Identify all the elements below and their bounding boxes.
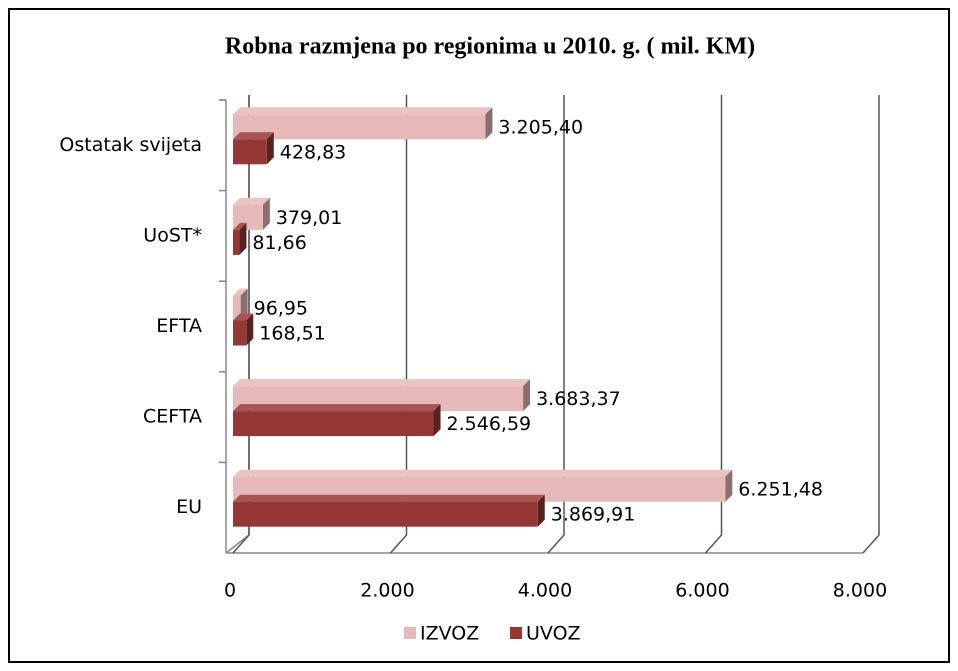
- bar-top: [233, 379, 531, 387]
- bar: [233, 320, 247, 346]
- x-tick-label: 6.000: [675, 580, 729, 602]
- bar: [233, 411, 434, 437]
- bar-top: [233, 494, 545, 502]
- grid-line: [232, 95, 250, 554]
- bar-top: [233, 469, 733, 477]
- bar: [233, 295, 241, 321]
- bar: [233, 229, 240, 255]
- bar-side: [239, 222, 247, 255]
- y-tick-label: EU: [176, 496, 202, 518]
- x-tick-label: 2.000: [360, 580, 414, 602]
- bar-top: [233, 222, 247, 230]
- x-tick-label: 0: [224, 580, 236, 602]
- bar-top: [233, 313, 254, 321]
- bar-side: [266, 132, 274, 165]
- bar-side: [433, 404, 441, 437]
- y-tick-label: EFTA: [156, 315, 202, 337]
- bar-top: [233, 404, 441, 412]
- grid-line: [389, 95, 408, 554]
- x-tick-label: 4.000: [518, 580, 572, 602]
- y-tick-label: UoST*: [143, 224, 202, 246]
- y-tick-label: CEFTA: [143, 406, 202, 428]
- data-label: 379,01: [276, 207, 342, 229]
- data-label: 96,95: [254, 298, 308, 320]
- data-label: 3.683,37: [536, 388, 621, 410]
- bar-side: [240, 288, 248, 321]
- legend-label: UVOZ: [526, 623, 581, 645]
- bar-top: [233, 107, 493, 115]
- bar-top: [233, 288, 248, 296]
- bar-side: [725, 469, 733, 502]
- grid-line: [704, 95, 723, 554]
- bar: [233, 114, 486, 140]
- data-label: 3.205,40: [498, 116, 583, 138]
- chart-title: Robna razmjena po regionima u 2010. g. (…: [225, 34, 755, 60]
- data-label: 2.546,59: [447, 413, 532, 435]
- bar-side: [537, 494, 545, 527]
- bar: [233, 139, 267, 165]
- data-label: 168,51: [259, 323, 325, 345]
- legend-swatch: [510, 627, 522, 639]
- legend-swatch: [404, 627, 416, 639]
- bar-top: [233, 132, 274, 140]
- bar-side: [262, 197, 270, 230]
- bar-side: [246, 313, 254, 346]
- data-label: 81,66: [252, 232, 306, 254]
- bar: [233, 501, 538, 527]
- grid-line: [547, 95, 565, 554]
- x-tick-label: 8.000: [833, 580, 887, 602]
- floor-edge: [225, 534, 250, 554]
- data-label: 428,83: [280, 141, 346, 163]
- grid-line: [862, 95, 880, 554]
- legend-label: IZVOZ: [420, 623, 479, 645]
- bar-side: [523, 379, 531, 412]
- bar-side: [485, 107, 493, 140]
- bar-top: [233, 197, 270, 205]
- data-label: 6.251,48: [738, 479, 823, 501]
- data-label: 3.869,91: [551, 504, 636, 526]
- chart-frame: [8, 8, 950, 663]
- y-tick-label: Ostatak svijeta: [59, 134, 202, 156]
